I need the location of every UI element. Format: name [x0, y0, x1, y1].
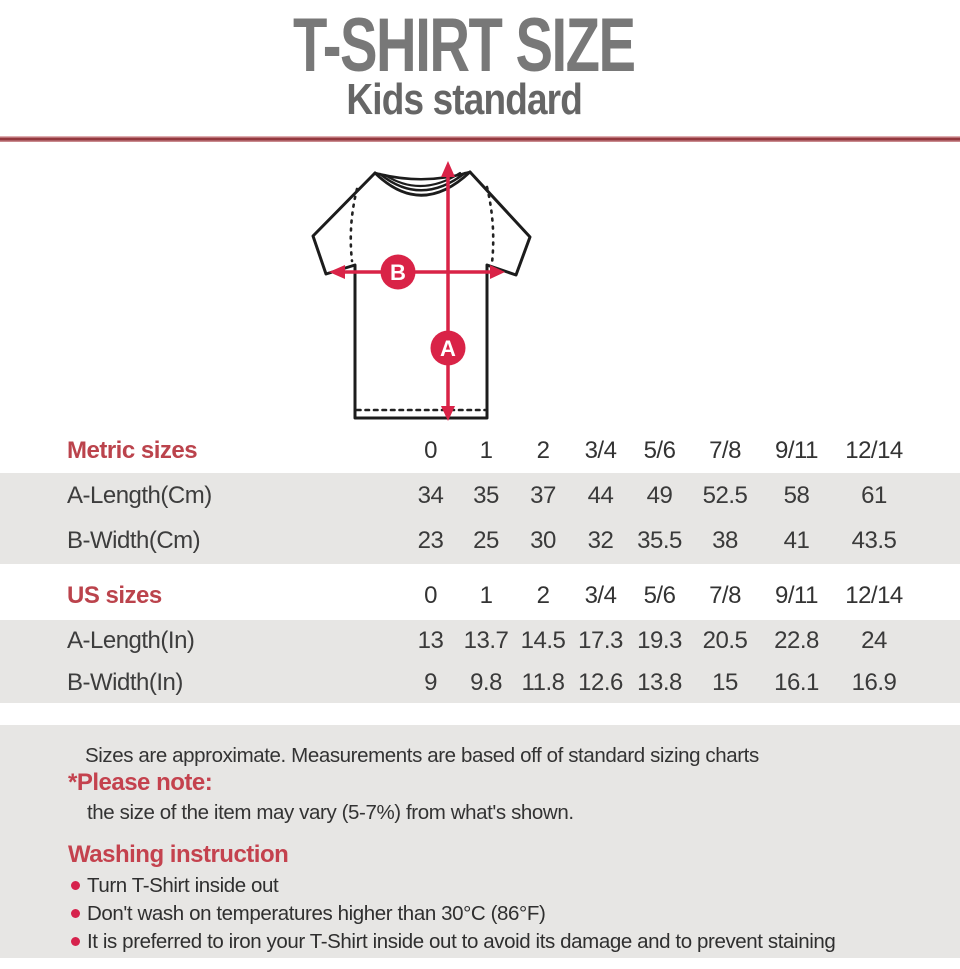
- cell-value: 25: [473, 527, 499, 554]
- red-divider-rule: [0, 136, 960, 142]
- page-subtitle-text: Kids standard: [346, 75, 582, 124]
- cell-value: 23: [417, 527, 444, 554]
- tshirt-outline-icon: [311, 170, 532, 420]
- cell-value: 35.5: [637, 527, 682, 554]
- col-header: 9/11: [775, 582, 818, 609]
- col-header: 7/8: [709, 437, 741, 464]
- cell-value: 49: [646, 481, 673, 509]
- cell-value: 14.5: [520, 627, 566, 654]
- cell-value: 15: [712, 668, 738, 696]
- cell-value: 44: [587, 481, 614, 509]
- arrow-up-icon: [441, 161, 455, 177]
- washing-item-text: Don't wash on temperatures higher than 3…: [87, 902, 546, 925]
- table-row-a-length-cm: A-Length(Cm) 34 35 37 44 49 52.5 58 61: [0, 473, 915, 518]
- cell-value: 24: [861, 627, 887, 654]
- col-header: 9/11: [775, 437, 818, 464]
- washing-item: It is preferred to iron your T-Shirt ins…: [0, 931, 960, 952]
- col-header: 12/14: [845, 582, 903, 609]
- cell-value: 38: [712, 527, 738, 554]
- approximate-note: Sizes are approximate. Measurements are …: [85, 744, 759, 767]
- cell-value: 13: [417, 627, 444, 654]
- length-marker-circle: [430, 330, 466, 366]
- please-note-body: the size of the item may vary (5-7%) fro…: [87, 801, 574, 824]
- col-header: 0: [424, 582, 437, 609]
- table-row-metric-header: Metric sizes 0 1 2 3/4 5/6 7/8 9/11 12/1…: [0, 429, 915, 473]
- washing-instruction-list: Turn T-Shirt inside out Don't wash on te…: [0, 875, 960, 959]
- washing-item-text: Turn T-Shirt inside out: [87, 874, 279, 897]
- col-header: 3/4: [584, 582, 617, 609]
- cell-value: 61: [861, 481, 887, 509]
- measurement-lines: B A: [329, 161, 505, 421]
- tshirt-measurement-diagram: B A: [311, 161, 532, 421]
- page-title: T-SHIRT SIZE: [293, 3, 636, 88]
- width-marker-label: B: [390, 260, 406, 285]
- table-row-a-length-in: A-Length(In) 13 13.7 14.5 17.3 19.3 20.5…: [0, 620, 915, 662]
- table-row-b-width-cm: B-Width(Cm) 23 25 30 32 35.5 38 41 43.5: [0, 518, 915, 564]
- cell-value: 9.8: [470, 668, 502, 696]
- cell-value: 41: [783, 527, 810, 554]
- us-sizes-heading: US sizes: [67, 582, 162, 609]
- cell-value: 16.9: [851, 668, 897, 696]
- cell-value: 58: [783, 481, 810, 509]
- cell-value: 30: [530, 527, 556, 554]
- tshirt-seam-dashes: [349, 185, 495, 412]
- notes-section: Sizes are approximate. Measurements are …: [0, 725, 960, 958]
- washing-item-text: It is preferred to iron your T-Shirt ins…: [87, 930, 836, 953]
- width-marker-circle: [380, 254, 416, 290]
- please-note-heading: *Please note:: [68, 769, 213, 796]
- col-header: 0: [424, 437, 437, 464]
- cell-value: 13.8: [637, 668, 682, 696]
- cell-value: 9: [424, 668, 437, 696]
- cell-value: 17.3: [578, 627, 623, 654]
- arrow-left-icon: [329, 265, 345, 279]
- col-header: 12/14: [845, 437, 903, 464]
- bullet-icon: [71, 909, 80, 918]
- cell-value: 32: [587, 527, 614, 554]
- col-header: 1: [479, 437, 493, 464]
- us-rows-background: [0, 620, 960, 703]
- cell-value: 52.5: [702, 481, 748, 509]
- cell-value: 19.3: [637, 627, 682, 654]
- cell-value: 11.8: [521, 668, 565, 696]
- cell-value: 34: [417, 481, 444, 509]
- col-header: 2: [536, 437, 550, 464]
- table-row-b-width-in: B-Width(In) 9 9.8 11.8 12.6 13.8 15 16.1…: [0, 662, 915, 703]
- col-header: 3/4: [584, 437, 617, 464]
- cell-value: 13.7: [463, 627, 509, 654]
- col-header: 1: [479, 582, 493, 609]
- washing-item: Don't wash on temperatures higher than 3…: [0, 903, 960, 924]
- cell-value: 37: [530, 481, 556, 509]
- cell-value: 16.1: [774, 668, 819, 696]
- col-header: 5/6: [643, 437, 676, 464]
- arrowheads: [329, 161, 505, 421]
- metric-rows-background: [0, 473, 960, 564]
- arrow-right-icon: [490, 265, 505, 279]
- metric-sizes-heading: Metric sizes: [67, 437, 198, 464]
- bullet-icon: [71, 881, 80, 890]
- row-label: B-Width(In): [67, 668, 183, 696]
- col-header: 2: [536, 582, 550, 609]
- cell-value: 22.8: [774, 627, 819, 654]
- header: T-SHIRT SIZE Kids standard: [0, 0, 928, 122]
- cell-value: 20.5: [702, 627, 748, 654]
- cell-value: 43.5: [851, 527, 897, 554]
- row-label: A-Length(Cm): [67, 481, 212, 509]
- length-marker-label: A: [440, 336, 456, 361]
- arrow-down-icon: [441, 406, 455, 421]
- washing-item: Turn T-Shirt inside out: [0, 875, 960, 896]
- washing-instruction-heading: Washing instruction: [68, 841, 289, 868]
- page-subtitle: Kids standard: [0, 78, 928, 122]
- row-label: A-Length(In): [67, 627, 195, 654]
- col-header: 5/6: [643, 582, 676, 609]
- bullet-icon: [71, 937, 80, 946]
- row-label: B-Width(Cm): [67, 527, 201, 554]
- cell-value: 35: [473, 481, 499, 509]
- table-row-us-header: US sizes 0 1 2 3/4 5/6 7/8 9/11 12/14: [0, 573, 915, 619]
- col-header: 7/8: [709, 582, 741, 609]
- cell-value: 12.6: [578, 668, 623, 696]
